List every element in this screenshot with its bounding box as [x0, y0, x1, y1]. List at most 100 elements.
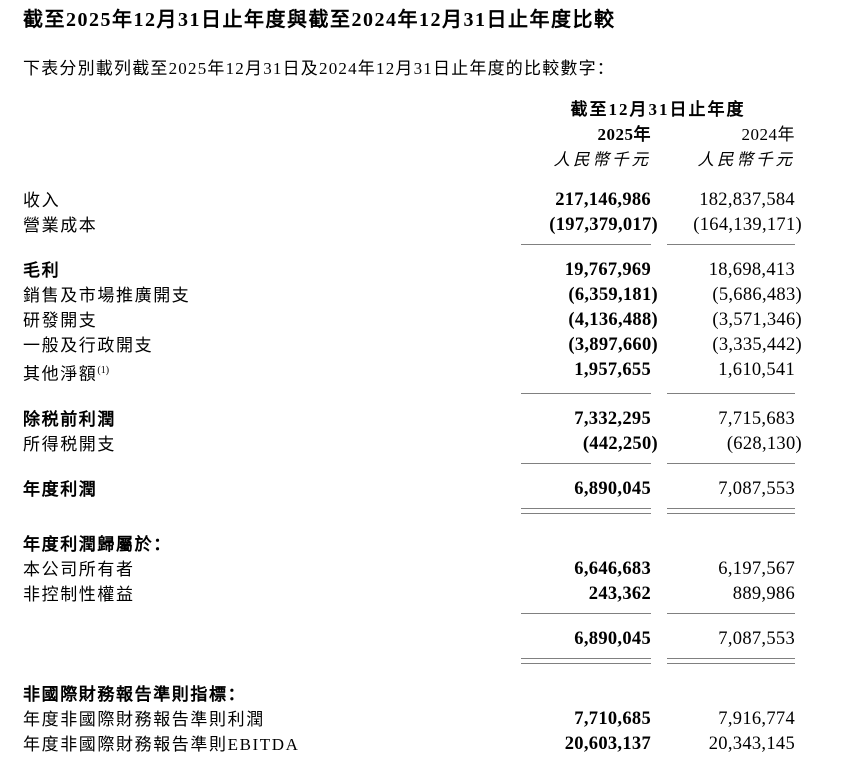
single-rule-row	[23, 457, 795, 477]
single-rule	[521, 462, 651, 464]
row-label: 除税前利潤	[23, 407, 505, 432]
row-label: 一般及行政開支	[23, 333, 505, 358]
value-2025: 6,890,045	[574, 478, 651, 499]
table-row: 除税前利潤 7,332,295 7,715,683	[23, 407, 795, 432]
double-rule	[521, 657, 651, 664]
double-rule	[667, 657, 795, 664]
value-2025: (4,136,488)	[568, 310, 658, 330]
value-2024: 18,698,413	[708, 260, 795, 280]
rule-cell	[521, 387, 651, 407]
table-row: 其他淨額(1) 1,957,655 1,610,541	[23, 358, 795, 387]
value-2025: (6,359,181)	[568, 285, 658, 305]
value-2025	[521, 682, 651, 707]
financial-comparison-document: 截至2025年12月31日止年度與截至2024年12月31日止年度比較 下表分別…	[23, 9, 802, 757]
single-rule-row	[23, 607, 795, 627]
value-2024: 7,087,553	[718, 478, 795, 499]
row-label-text: 其他淨額	[23, 364, 98, 384]
double-rule-row	[23, 652, 795, 672]
value-2024: 6,197,567	[718, 558, 795, 579]
row-label: 本公司所有者	[23, 557, 505, 582]
value-2025: (3,897,660)	[568, 335, 658, 355]
row-label-text: 年度非國際財務報告準則EBITDA	[23, 734, 300, 754]
table-header: 截至12月31日止年度 2025年 2024年 人民幣千元 人民幣千元	[23, 97, 795, 172]
table-row: 研發開支 (4,136,488) (3,571,346)	[23, 308, 802, 333]
column-header-2025: 2025年	[597, 125, 651, 144]
single-rule	[667, 244, 795, 245]
value-2024: (3,571,346)	[712, 310, 802, 330]
row-label-text: 年度非國際財務報告準則利潤	[23, 709, 265, 729]
row-label-text: 毛利	[23, 261, 61, 280]
value-2024: (164,139,171)	[693, 215, 802, 235]
value-2025: 217,146,986	[555, 190, 651, 210]
table-row: 毛利 19,767,969 18,698,413	[23, 258, 795, 283]
value-2024	[667, 682, 795, 707]
row-label: 年度利潤歸屬於：	[23, 532, 505, 557]
rule-cell	[667, 457, 795, 477]
currency-unit-2025: 人民幣千元	[553, 150, 651, 169]
spacer-cell	[23, 652, 505, 672]
spacer-cell	[23, 502, 505, 522]
single-rule-row	[23, 387, 795, 407]
row-label-text: 一般及行政開支	[23, 336, 154, 355]
table-row: 年度非國際財務報告準則EBITDA 20,603,137 20,343,145	[23, 732, 795, 757]
table-row: 銷售及市場推廣開支 (6,359,181) (5,686,483)	[23, 283, 802, 308]
row-label-text: 非國際財務報告準則指標：	[23, 684, 247, 704]
row-label: 毛利	[23, 258, 505, 283]
value-2024: 889,986	[732, 583, 795, 604]
spacer-cell	[23, 387, 505, 407]
rule-cell	[667, 387, 795, 407]
footnote-marker: (1)	[97, 365, 110, 376]
row-label-text: 年度利潤歸屬於：	[23, 534, 172, 554]
table-row: 本公司所有者 6,646,683 6,197,567	[23, 557, 795, 582]
row-label-text: 年度利潤	[23, 479, 98, 499]
row-label: 年度利潤	[23, 477, 505, 502]
double-rule	[667, 507, 795, 514]
rule-cell	[521, 238, 651, 258]
column-header-2024: 2024年	[741, 125, 795, 144]
table-row: 6,890,045 7,087,553	[23, 627, 795, 652]
spacer-cell	[23, 457, 505, 477]
value-2024: 20,343,145	[708, 733, 795, 754]
period-header: 截至12月31日止年度	[570, 100, 746, 119]
table-row: 營業成本 (197,379,017) (164,139,171)	[23, 213, 802, 238]
value-2025: 6,646,683	[574, 558, 651, 579]
rule-cell	[521, 502, 651, 522]
row-label: 年度非國際財務報告準則EBITDA	[23, 732, 505, 757]
value-2025: 20,603,137	[564, 733, 651, 754]
spacer-cell	[23, 238, 505, 258]
row-label: 營業成本	[23, 213, 505, 238]
rule-cell	[667, 607, 795, 627]
table-body: 收入 217,146,986 182,837,584 營業成本 (197,379,017…	[23, 188, 802, 757]
value-2025: 7,332,295	[574, 408, 651, 429]
row-label-text: 除税前利潤	[23, 409, 116, 429]
table-row: 年度非國際財務報告準則利潤 7,710,685 7,916,774	[23, 707, 795, 732]
row-label-text: 銷售及市場推廣開支	[23, 286, 191, 305]
row-label-text: 收入	[23, 191, 61, 210]
value-2025: 6,890,045	[574, 628, 651, 649]
row-label-text: 本公司所有者	[23, 559, 135, 579]
single-rule	[521, 612, 651, 614]
rule-cell	[521, 652, 651, 672]
table-row: 所得税開支 (442,250) (628,130)	[23, 432, 802, 457]
period-header-row: 截至12月31日止年度	[23, 97, 795, 122]
value-2024: (628,130)	[726, 433, 802, 454]
spacer-cell	[23, 122, 505, 147]
value-2025: 7,710,685	[574, 708, 651, 729]
unit-header-row: 人民幣千元 人民幣千元	[23, 147, 795, 172]
row-label-text: 營業成本	[23, 216, 98, 235]
rule-cell	[521, 457, 651, 477]
row-label: 其他淨額(1)	[23, 358, 505, 387]
row-label: 非控制性權益	[23, 582, 505, 607]
value-2025: 19,767,969	[564, 260, 651, 280]
row-label: 銷售及市場推廣開支	[23, 283, 505, 308]
page-title: 截至2025年12月31日止年度與截至2024年12月31日止年度比較	[23, 9, 616, 31]
table-row: 非控制性權益 243,362 889,986	[23, 582, 795, 607]
value-2025: 243,362	[588, 583, 651, 604]
double-rule-row	[23, 502, 795, 522]
single-rule	[521, 392, 651, 394]
row-label: 年度非國際財務報告準則利潤	[23, 707, 505, 732]
spacer-cell	[23, 97, 505, 122]
value-2024	[667, 532, 795, 557]
rule-cell	[667, 502, 795, 522]
value-2024: 1,610,541	[718, 360, 795, 380]
